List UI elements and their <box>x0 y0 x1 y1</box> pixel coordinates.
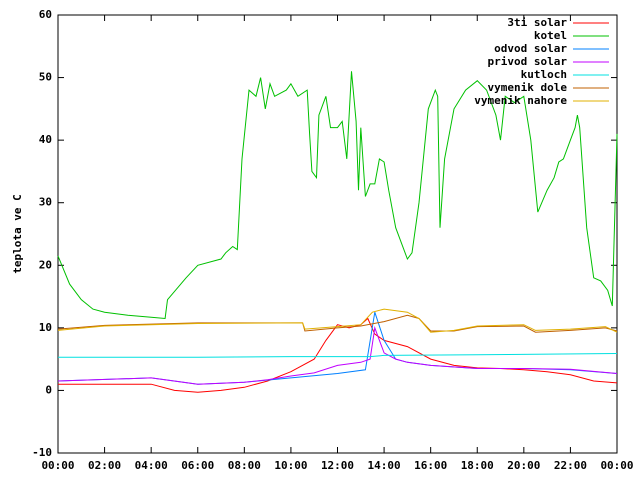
legend-label: privod solar <box>488 55 568 68</box>
legend-label: kotel <box>534 29 567 42</box>
series-line <box>57 314 618 333</box>
y-tick-label: 20 <box>39 258 52 271</box>
y-tick-label: 10 <box>39 321 52 334</box>
legend-label: odvod solar <box>494 42 567 55</box>
x-tick-label: 20:00 <box>507 459 540 472</box>
y-tick-label: 60 <box>39 8 52 21</box>
y-tick-label: 50 <box>39 71 52 84</box>
y-tick-label: -10 <box>32 446 52 459</box>
series-line <box>57 308 618 333</box>
series-line <box>57 325 618 385</box>
series-line <box>57 71 618 320</box>
x-tick-label: 14:00 <box>368 459 401 472</box>
y-tick-label: 30 <box>39 196 52 209</box>
x-tick-label: 18:00 <box>461 459 494 472</box>
legend-label: 3ti solar <box>507 16 567 29</box>
x-tick-label: 22:00 <box>554 459 587 472</box>
x-tick-label: 10:00 <box>274 459 307 472</box>
x-tick-label: 02:00 <box>88 459 121 472</box>
x-tick-label: 04:00 <box>135 459 168 472</box>
x-tick-label: 08:00 <box>228 459 261 472</box>
x-tick-label: 06:00 <box>181 459 214 472</box>
series-line <box>57 312 618 385</box>
legend-label: vymenik dole <box>488 81 568 94</box>
x-tick-label: 12:00 <box>321 459 354 472</box>
legend-label: kutloch <box>521 68 567 81</box>
y-axis-label: teplota ve C <box>11 194 24 273</box>
x-tick-label: 16:00 <box>414 459 447 472</box>
legend-label: vymenik nahore <box>474 94 567 107</box>
y-tick-label: 40 <box>39 133 52 146</box>
x-tick-label: 00:00 <box>41 459 74 472</box>
series-line <box>58 353 618 358</box>
x-tick-label: 00:00 <box>600 459 633 472</box>
y-tick-label: 0 <box>45 383 52 396</box>
